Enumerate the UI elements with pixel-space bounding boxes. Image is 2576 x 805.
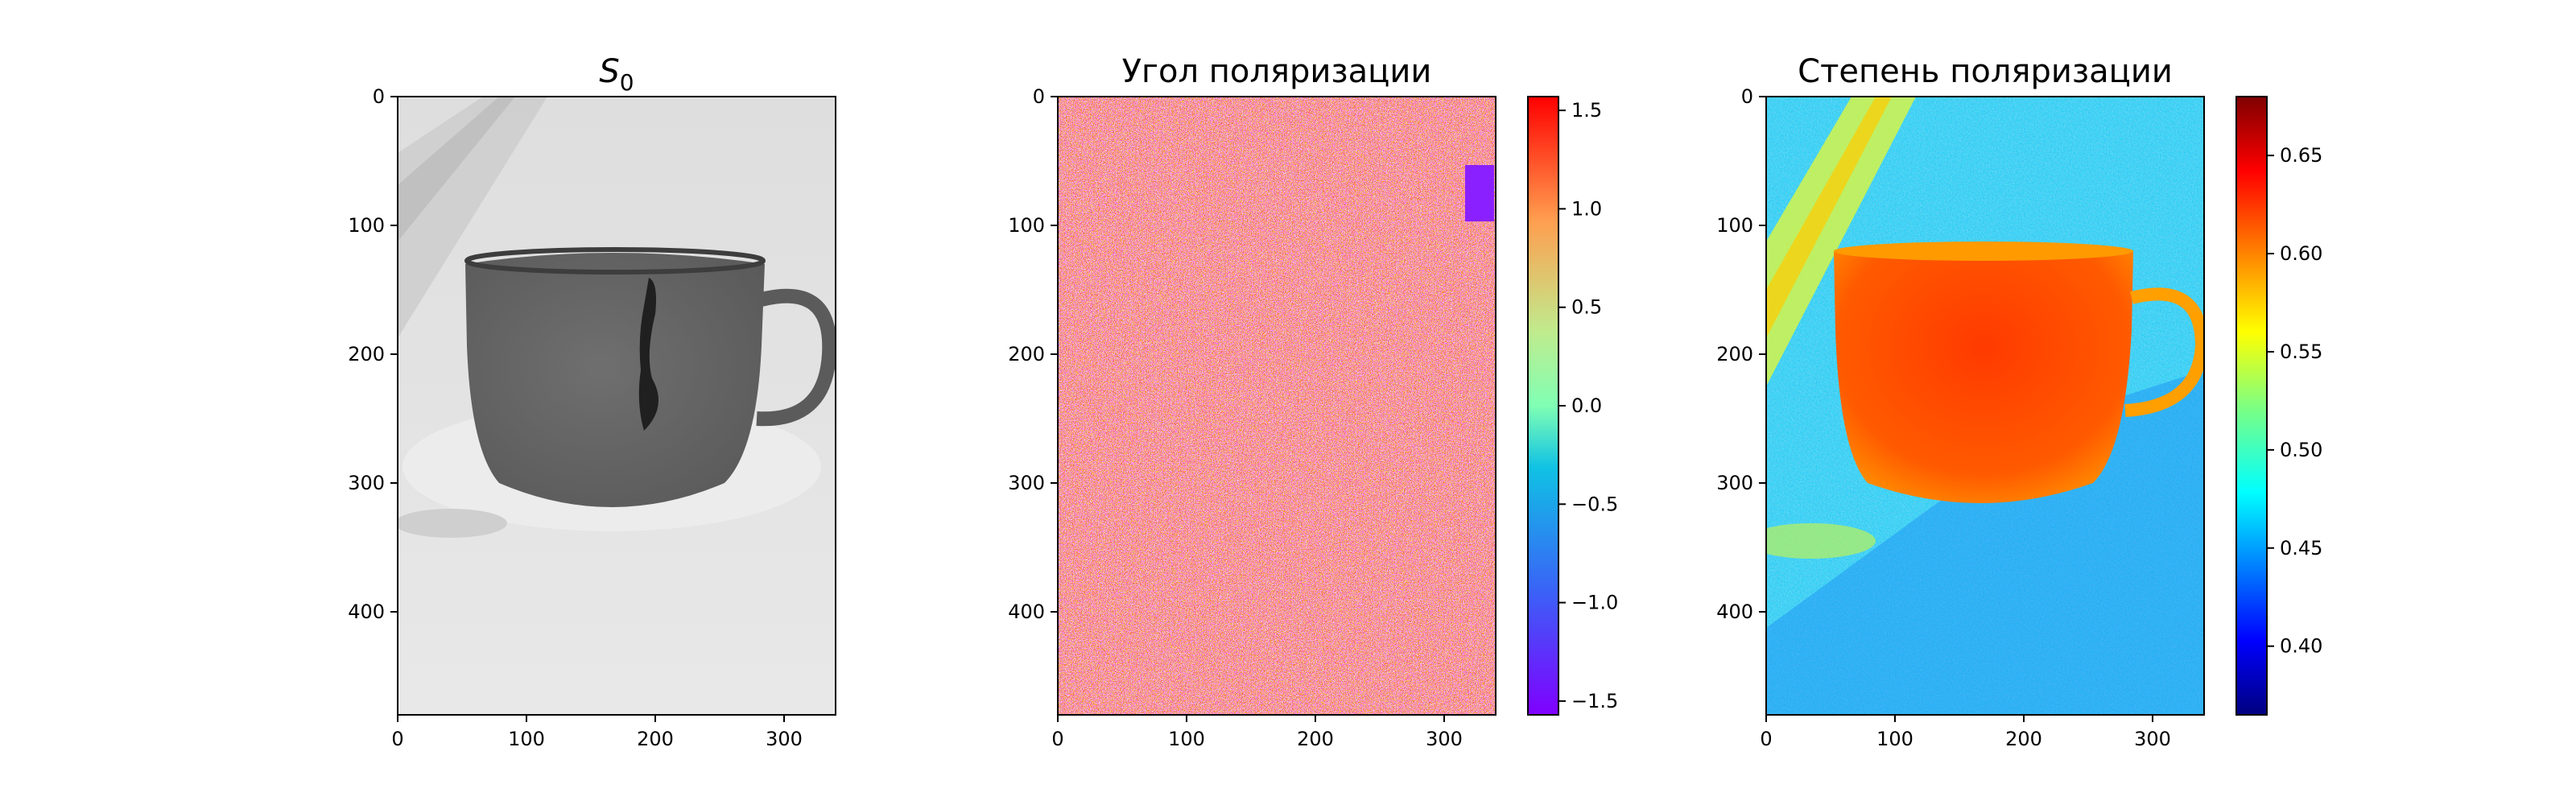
y-tick-label: 100 <box>1008 214 1045 237</box>
colorbar-tick-label: 0.55 <box>2280 341 2322 363</box>
panel-angle: Угол поляризации 0 100 200 300 0 100 200 300 400… <box>1008 53 1618 750</box>
colorbar-tick-label: −0.5 <box>1571 493 1618 515</box>
x-tick-label: 300 <box>1426 728 1463 750</box>
s0-frame <box>397 96 836 716</box>
y-tick-label: 300 <box>1008 472 1045 494</box>
x-tick-label: 200 <box>637 728 674 750</box>
x-tick-label: 100 <box>1876 728 1913 750</box>
degree-colorbar-ticks: 0.65 0.60 0.55 0.50 0.45 0.40 <box>2267 144 2322 658</box>
angle-colorbar-ticks: 1.5 1.0 0.5 0.0 −0.5 −1.0 −1.5 <box>1558 99 1618 712</box>
panel-title-angle: Угол поляризации <box>1122 53 1432 90</box>
y-tick-label: 100 <box>348 214 385 237</box>
x-tick-label: 300 <box>766 728 803 750</box>
x-tick-label: 200 <box>1297 728 1334 750</box>
degree-image <box>1766 97 2204 715</box>
y-tick-label: 200 <box>1716 343 1753 365</box>
colorbar-tick-label: −1.0 <box>1571 592 1618 614</box>
s0-axis-ticks: 0 100 200 300 0 100 200 300 400 <box>348 85 803 750</box>
colorbar-tick-label: 0.5 <box>1571 296 1602 319</box>
y-tick-label: 400 <box>1008 601 1045 623</box>
x-tick-label: 300 <box>2134 728 2171 750</box>
y-tick-label: 300 <box>348 472 385 494</box>
colorbar-tick-label: 0.0 <box>1571 394 1602 417</box>
x-tick-label: 0 <box>1760 728 1772 750</box>
x-tick-label: 200 <box>2005 728 2042 750</box>
y-tick-label: 0 <box>373 85 385 108</box>
angle-colorbar <box>1527 96 1559 716</box>
colorbar-tick-label: 0.45 <box>2280 537 2322 559</box>
angle-frame <box>1057 96 1496 716</box>
y-tick-label: 200 <box>1008 343 1045 365</box>
colorbar-tick-label: 0.65 <box>2280 144 2322 167</box>
colorbar-tick-label: −1.5 <box>1571 690 1618 712</box>
angle-image <box>1058 97 1496 715</box>
x-tick-label: 100 <box>508 728 545 750</box>
panel-title-s0: S0 <box>599 53 634 96</box>
x-tick-label: 0 <box>391 728 403 750</box>
degree-axis-ticks: 0 100 200 300 0 100 200 300 400 <box>1716 85 2171 750</box>
y-tick-label: 400 <box>348 601 385 623</box>
y-tick-label: 100 <box>1716 214 1753 237</box>
degree-frame <box>1765 96 2205 716</box>
panel-s0: S0 0 100 200 300 0 100 200 300 400 <box>348 53 836 750</box>
panel-degree: Степень поляризации 0 100 200 300 0 100 200 300… <box>1716 53 2322 750</box>
x-tick-label: 0 <box>1051 728 1063 750</box>
panel-title-degree: Степень поляризации <box>1798 53 2173 90</box>
colorbar-tick-label: 1.5 <box>1571 99 1602 122</box>
angle-axis-ticks: 0 100 200 300 0 100 200 300 400 <box>1008 85 1463 750</box>
s0-image <box>398 97 836 715</box>
y-tick-label: 300 <box>1716 472 1753 494</box>
colorbar-tick-label: 0.40 <box>2280 635 2322 658</box>
colorbar-tick-label: 0.60 <box>2280 242 2322 265</box>
colorbar-tick-label: 0.50 <box>2280 439 2322 461</box>
y-tick-label: 200 <box>348 343 385 365</box>
y-tick-label: 0 <box>1741 85 1753 108</box>
y-tick-label: 0 <box>1033 85 1045 108</box>
x-tick-label: 100 <box>1168 728 1205 750</box>
colorbar-tick-label: 1.0 <box>1571 197 1602 220</box>
degree-colorbar <box>2235 96 2268 716</box>
y-tick-label: 400 <box>1716 601 1753 623</box>
